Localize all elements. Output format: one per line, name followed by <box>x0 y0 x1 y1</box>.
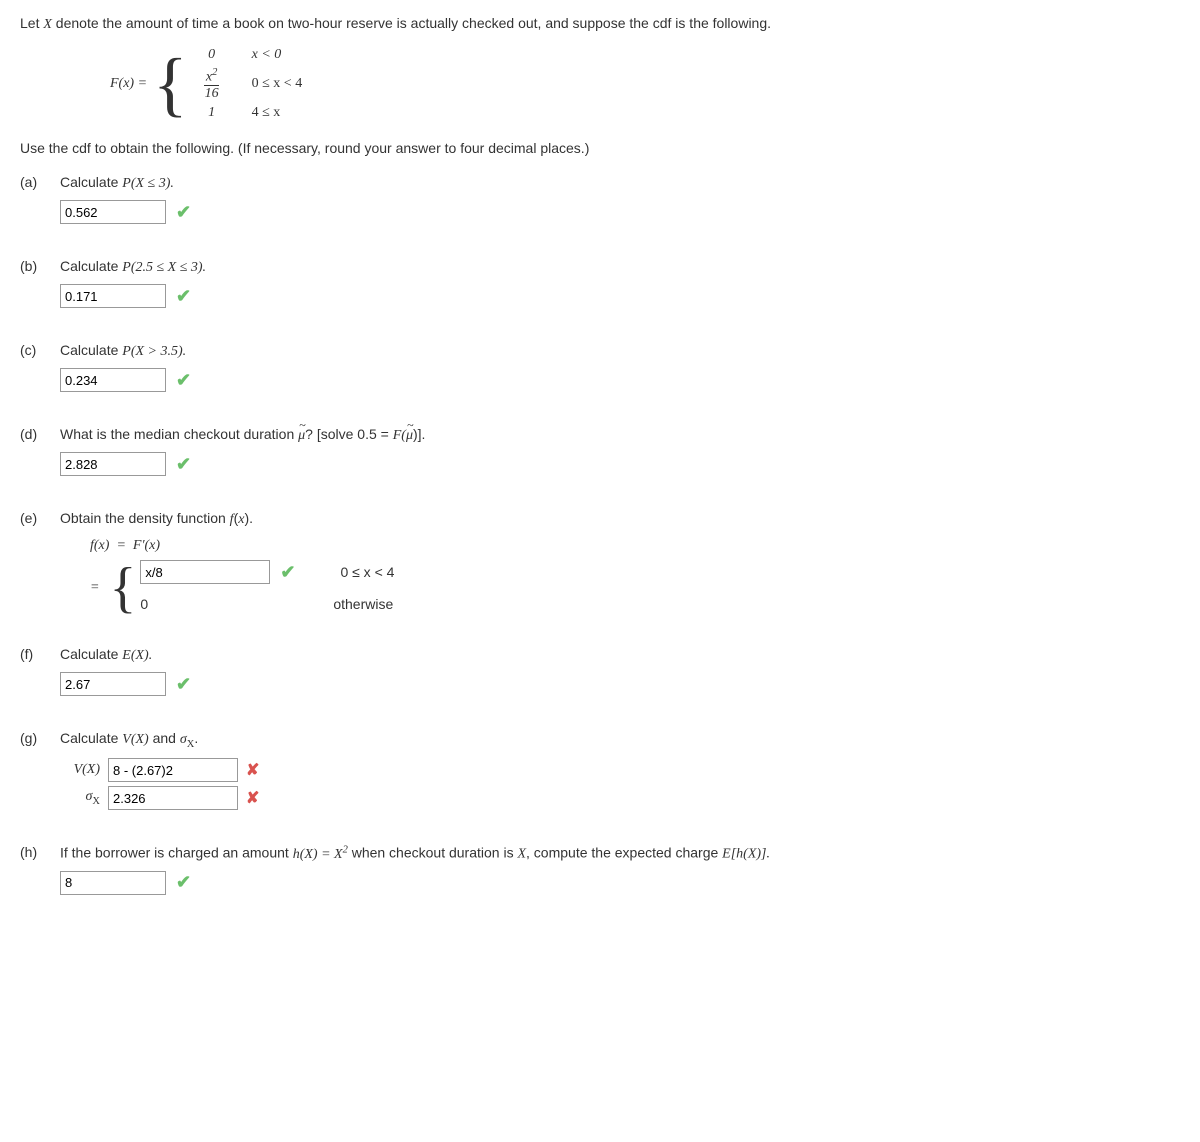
density-line1: f(x) = F′(x) <box>90 538 1180 554</box>
part-a-label: (a) <box>20 174 60 228</box>
cdf-case1-cond: x < 0 <box>232 43 282 67</box>
cdf-case1-value: 0 <box>192 43 232 67</box>
intro-text-post: denote the amount of time a book on two-… <box>52 15 771 31</box>
part-e: (e) Obtain the density function f(x). f(… <box>20 510 1180 616</box>
part-c-question: Calculate P(X > 3.5). <box>60 342 1180 360</box>
part-e-input[interactable] <box>140 560 270 584</box>
part-d: (d) What is the median checkout duration… <box>20 426 1180 480</box>
part-d-question: What is the median checkout duration μ? … <box>60 426 1180 444</box>
part-g-question: Calculate V(X) and σX. <box>60 730 1180 750</box>
instruction-text: Use the cdf to obtain the following. (If… <box>20 140 1180 156</box>
check-icon: ✔ <box>176 454 191 475</box>
check-icon: ✔ <box>176 674 191 695</box>
check-icon: ✔ <box>176 872 191 893</box>
part-g-sigma-input[interactable] <box>108 786 238 810</box>
part-g-vx-input[interactable] <box>108 758 238 782</box>
part-b-label: (b) <box>20 258 60 312</box>
check-icon: ✔ <box>176 370 191 391</box>
intro-text-pre: Let <box>20 15 43 31</box>
part-b: (b) Calculate P(2.5 ≤ X ≤ 3). ✔ <box>20 258 1180 312</box>
density-cond1: 0 ≤ x < 4 <box>295 560 394 584</box>
part-e-question: Obtain the density function f(x). <box>60 510 1180 528</box>
density-cond2: otherwise <box>288 592 393 616</box>
part-g-vx-label: V(X) <box>60 762 100 778</box>
part-a-question: Calculate P(X ≤ 3). <box>60 174 1180 192</box>
cdf-case3-cond: 4 ≤ x <box>232 101 281 125</box>
part-c-label: (c) <box>20 342 60 396</box>
part-c: (c) Calculate P(X > 3.5). ✔ <box>20 342 1180 396</box>
part-g-label: (g) <box>20 730 60 814</box>
part-g-sigma-label: σX <box>60 789 100 807</box>
part-h-question: If the borrower is charged an amount h(X… <box>60 844 1180 863</box>
part-g: (g) Calculate V(X) and σX. V(X) ✘ σX ✘ <box>20 730 1180 814</box>
part-a-input[interactable] <box>60 200 166 224</box>
brace-icon: { <box>153 48 188 120</box>
part-c-input[interactable] <box>60 368 166 392</box>
part-h-label: (h) <box>20 844 60 899</box>
part-d-label: (d) <box>20 426 60 480</box>
problem-intro: Let X denote the amount of time a book o… <box>20 15 1180 33</box>
brace-icon: { <box>109 560 136 616</box>
cdf-case2-value: x2 16 <box>192 67 232 101</box>
cdf-label: F(x) = <box>110 76 147 92</box>
part-f: (f) Calculate E(X). ✔ <box>20 646 1180 700</box>
part-b-question: Calculate P(2.5 ≤ X ≤ 3). <box>60 258 1180 276</box>
part-b-input[interactable] <box>60 284 166 308</box>
part-h: (h) If the borrower is charged an amount… <box>20 844 1180 899</box>
check-icon: ✔ <box>176 286 191 307</box>
part-h-input[interactable] <box>60 871 166 895</box>
part-f-question: Calculate E(X). <box>60 646 1180 664</box>
check-icon: ✔ <box>176 202 191 223</box>
cdf-case2-cond: 0 ≤ x < 4 <box>232 72 303 96</box>
intro-var: X <box>43 17 52 32</box>
part-d-input[interactable] <box>60 452 166 476</box>
x-icon: ✘ <box>246 760 259 780</box>
part-f-input[interactable] <box>60 672 166 696</box>
density-case2-val: 0 <box>140 592 288 616</box>
cdf-case3-value: 1 <box>192 101 232 125</box>
density-eq: = <box>90 580 99 596</box>
x-icon: ✘ <box>246 788 259 808</box>
part-e-label: (e) <box>20 510 60 616</box>
density-cases: ✔ 0 ≤ x < 4 0 otherwise <box>140 560 394 616</box>
part-a: (a) Calculate P(X ≤ 3). ✔ <box>20 174 1180 228</box>
check-icon: ✔ <box>280 560 295 584</box>
cdf-cases: 0 x < 0 x2 16 0 ≤ x < 4 1 4 ≤ x <box>192 43 303 125</box>
part-f-label: (f) <box>20 646 60 700</box>
cdf-definition: F(x) = { 0 x < 0 x2 16 0 ≤ x < 4 1 4 ≤ x <box>110 43 1180 125</box>
